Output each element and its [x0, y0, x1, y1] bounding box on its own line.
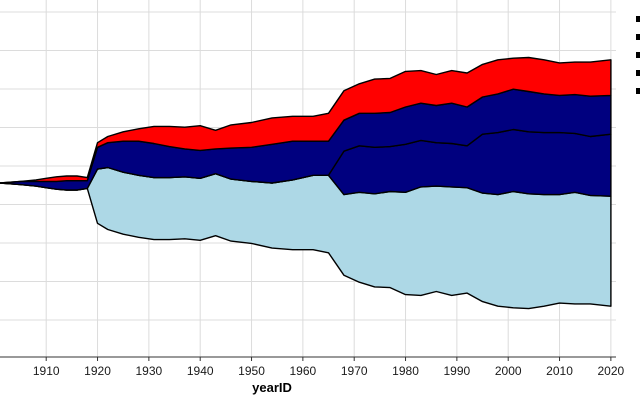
x-tick-label-1970: 1970 — [341, 364, 368, 378]
x-axis-title: yearID — [252, 380, 292, 395]
x-tick-label-1950: 1950 — [238, 364, 265, 378]
legend-key-2 — [636, 34, 640, 40]
x-tick-label-1940: 1940 — [187, 364, 214, 378]
stream-layers — [0, 56, 612, 310]
x-tick-label-1960: 1960 — [290, 364, 317, 378]
legend-key-4 — [636, 70, 640, 76]
x-tick-label-1930: 1930 — [136, 364, 163, 378]
x-axis-ticks: 1910 1920 1930 1940 1950 1960 1970 1980 1990 2000… — [33, 357, 625, 378]
legend-key-5 — [636, 88, 640, 94]
stream-layer-4 — [0, 56, 612, 184]
x-tick-label-1980: 1980 — [392, 364, 419, 378]
x-tick-label-1990: 1990 — [444, 364, 471, 378]
x-tick-label-2000: 2000 — [495, 364, 522, 378]
legend-key-1 — [636, 16, 640, 22]
x-tick-label-2010: 2010 — [546, 364, 573, 378]
legend-cropped — [636, 16, 640, 94]
legend-key-3 — [636, 52, 640, 58]
x-tick-label-1920: 1920 — [84, 364, 111, 378]
x-tick-label-1910: 1910 — [33, 364, 60, 378]
x-tick-label-2020: 2020 — [598, 364, 625, 378]
